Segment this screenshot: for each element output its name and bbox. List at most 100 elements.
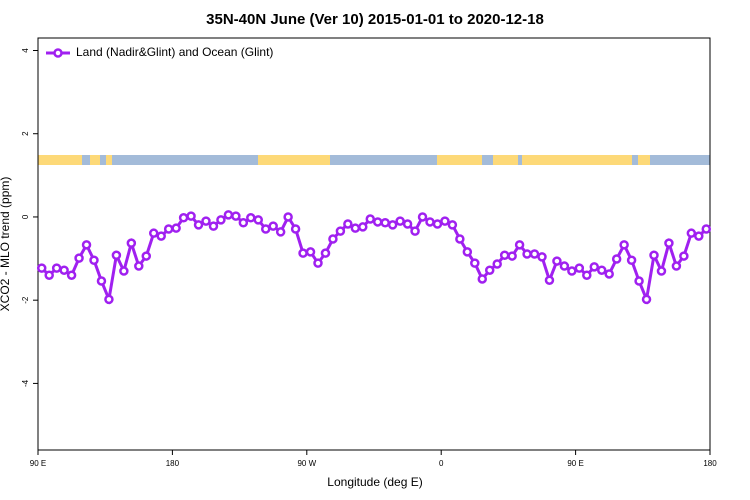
- point: [626, 255, 637, 265]
- point: [679, 251, 689, 261]
- chart-title: 35N-40N June (Ver 10) 2015-01-01 to 2020…: [206, 11, 544, 28]
- point: [59, 265, 69, 275]
- point: [111, 250, 122, 260]
- point: [283, 212, 293, 222]
- point: [529, 249, 540, 259]
- y-tick-label: 0: [21, 214, 30, 219]
- legend-label: Land (Nadir&Glint) and Ocean (Glint): [76, 45, 273, 59]
- y-tick-label: 2: [21, 131, 30, 136]
- point: [387, 220, 398, 230]
- point: [260, 224, 271, 234]
- point: [537, 252, 547, 262]
- point: [134, 261, 144, 271]
- point: [649, 250, 659, 260]
- point: [619, 240, 629, 250]
- point: [447, 220, 458, 230]
- point: [246, 213, 256, 223]
- point: [596, 265, 607, 275]
- x-tick-label: 90 E: [30, 459, 46, 468]
- x-tick-label: 90 E: [567, 459, 583, 468]
- point: [44, 270, 54, 280]
- point: [499, 250, 510, 260]
- point: [36, 263, 47, 273]
- point: [186, 211, 196, 221]
- point: [298, 248, 308, 258]
- point: [522, 249, 532, 259]
- point: [208, 221, 219, 231]
- point: [238, 218, 249, 228]
- point: [372, 217, 383, 227]
- y-tick-label: -2: [21, 296, 30, 304]
- point: [552, 256, 562, 266]
- point: [559, 261, 570, 271]
- point: [425, 217, 435, 227]
- point: [171, 223, 181, 233]
- point: [507, 251, 517, 261]
- point: [96, 276, 107, 286]
- point: [686, 228, 697, 238]
- point: [201, 216, 211, 226]
- x-tick-label: 180: [703, 459, 717, 468]
- point: [193, 220, 204, 230]
- point: [694, 231, 704, 241]
- x-tick-label: 180: [166, 459, 180, 468]
- point: [484, 265, 495, 275]
- point: [417, 212, 428, 222]
- point: [641, 294, 652, 305]
- point: [320, 248, 331, 258]
- point: [604, 269, 614, 279]
- point: [358, 222, 368, 232]
- point: [455, 234, 465, 244]
- plot-frame: [37, 37, 711, 451]
- land-ocean-strip: [38, 155, 710, 165]
- point: [163, 224, 174, 234]
- point: [410, 226, 420, 236]
- point: [305, 247, 316, 257]
- point: [350, 223, 361, 233]
- point: [313, 258, 323, 268]
- point: [178, 213, 189, 223]
- point: [81, 240, 92, 250]
- point: [574, 263, 585, 273]
- point: [335, 226, 346, 236]
- legend-marker: [53, 48, 63, 58]
- point: [440, 216, 450, 226]
- point: [268, 221, 278, 231]
- point: [126, 238, 137, 248]
- point: [290, 224, 301, 234]
- point: [567, 266, 577, 276]
- point: [89, 255, 99, 265]
- point: [611, 254, 622, 264]
- series-line: [40, 213, 708, 305]
- point: [514, 240, 525, 250]
- y-axis-label: XCO2 - MLO trend (ppm): [0, 177, 12, 312]
- x-tick-label: 90 W: [297, 459, 316, 468]
- point: [74, 253, 84, 263]
- point: [104, 294, 114, 305]
- point: [51, 263, 62, 273]
- point: [462, 247, 473, 257]
- point: [477, 274, 488, 284]
- point: [275, 227, 286, 237]
- point: [432, 219, 443, 229]
- point: [343, 219, 353, 229]
- point: [671, 261, 682, 271]
- point: [253, 215, 264, 225]
- point: [216, 215, 226, 225]
- point: [148, 228, 159, 238]
- point: [395, 216, 405, 226]
- point: [328, 234, 338, 244]
- point: [589, 262, 600, 272]
- point: [365, 214, 376, 224]
- point: [119, 266, 129, 276]
- point: [544, 275, 555, 285]
- point: [402, 219, 413, 229]
- point: [231, 211, 241, 221]
- y-tick-label: 4: [21, 48, 30, 53]
- point: [141, 251, 152, 261]
- x-axis-label: Longitude (deg E): [327, 475, 422, 489]
- point: [656, 266, 667, 276]
- point: [582, 270, 592, 280]
- point: [664, 238, 674, 248]
- point: [380, 218, 390, 228]
